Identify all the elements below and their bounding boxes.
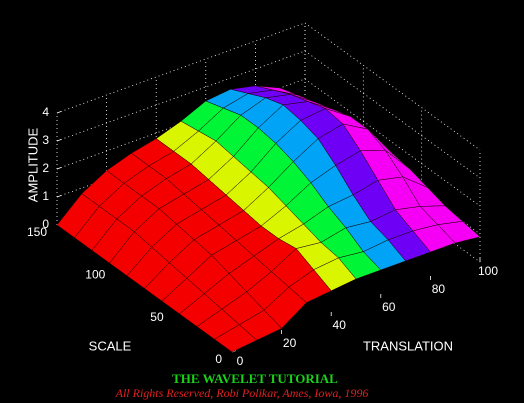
x-tick-label: 20 [283, 336, 297, 350]
z-axis-title: AMPLITUDE [25, 127, 40, 202]
footer-note: All Rights Reserved, Robi Polikar, Ames,… [115, 386, 369, 400]
grid-line [304, 50, 481, 179]
x-tick-label: 40 [333, 318, 347, 332]
y-axis-title: SCALE [89, 338, 132, 353]
z-tick-label: 3 [42, 133, 49, 147]
y-tick-label: 50 [150, 310, 164, 324]
z-tick-label: 2 [42, 161, 49, 175]
tick-mark [56, 111, 62, 114]
x-axis-title: TRANSLATION [363, 338, 453, 353]
tick-mark [56, 195, 62, 198]
y-tick-label: 0 [215, 352, 222, 366]
y-tick-label: 100 [85, 268, 105, 282]
x-tick-label: 0 [237, 354, 244, 368]
grid-line [304, 78, 481, 207]
tick-mark [56, 139, 62, 142]
x-tick-label: 100 [478, 264, 498, 278]
footer-title: THE WAVELET TUTORIAL [172, 371, 338, 386]
z-tick-label: 4 [42, 105, 49, 119]
y-tick-label: 150 [27, 225, 47, 239]
z-tick-label: 0 [42, 217, 49, 231]
tick-mark [56, 167, 62, 170]
grid-line [304, 22, 481, 151]
z-tick-label: 1 [42, 189, 49, 203]
x-tick-label: 80 [432, 282, 446, 296]
surface-cell [214, 324, 258, 353]
x-tick-label: 60 [382, 300, 396, 314]
